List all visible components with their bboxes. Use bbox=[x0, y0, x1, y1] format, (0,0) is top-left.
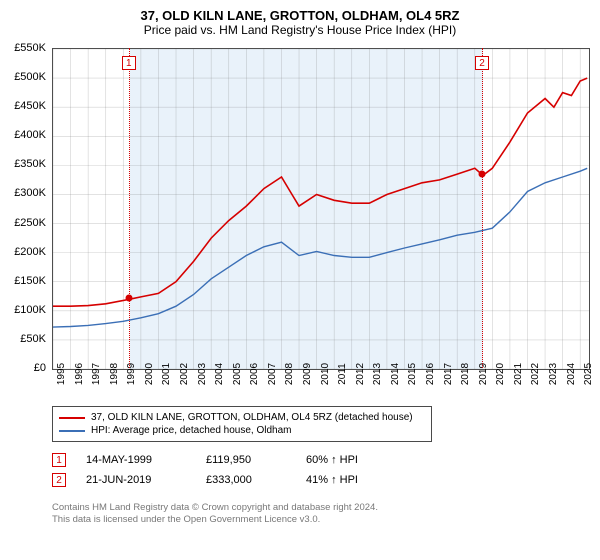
sale-marker-badge: 1 bbox=[122, 56, 136, 70]
legend-swatch bbox=[59, 417, 85, 419]
x-tick-label: 2018 bbox=[460, 363, 471, 385]
sale-marker-line bbox=[129, 48, 130, 368]
x-tick-label: 2025 bbox=[583, 363, 594, 385]
x-tick-label: 1996 bbox=[74, 363, 85, 385]
x-tick-label: 2022 bbox=[530, 363, 541, 385]
x-tick-label: 2021 bbox=[513, 363, 524, 385]
sale-price: £119,950 bbox=[206, 454, 286, 466]
footer-line-2: This data is licensed under the Open Gov… bbox=[52, 514, 378, 526]
sale-date: 21-JUN-2019 bbox=[86, 474, 186, 486]
y-tick-label: £250K bbox=[0, 217, 46, 229]
x-tick-label: 2023 bbox=[548, 363, 559, 385]
sale-price: £333,000 bbox=[206, 474, 286, 486]
x-tick-label: 1995 bbox=[56, 363, 67, 385]
sale-marker-line bbox=[482, 48, 483, 368]
x-tick-label: 2015 bbox=[407, 363, 418, 385]
chart-subtitle: Price paid vs. HM Land Registry's House … bbox=[0, 23, 600, 41]
x-tick-label: 2001 bbox=[161, 363, 172, 385]
x-tick-label: 2014 bbox=[390, 363, 401, 385]
legend-swatch bbox=[59, 430, 85, 432]
sale-row: 2 21-JUN-2019 £333,000 41% ↑ HPI bbox=[52, 470, 358, 490]
plot-svg bbox=[53, 49, 589, 369]
sale-row-badge: 2 bbox=[52, 473, 66, 487]
x-tick-label: 2000 bbox=[144, 363, 155, 385]
sale-pct-vs-hpi: 41% ↑ HPI bbox=[306, 474, 358, 486]
x-tick-label: 1997 bbox=[91, 363, 102, 385]
y-tick-label: £200K bbox=[0, 246, 46, 258]
x-tick-label: 2016 bbox=[425, 363, 436, 385]
y-tick-label: £350K bbox=[0, 158, 46, 170]
x-tick-label: 2007 bbox=[267, 363, 278, 385]
x-tick-label: 2019 bbox=[478, 363, 489, 385]
y-tick-label: £100K bbox=[0, 304, 46, 316]
footer-line-1: Contains HM Land Registry data © Crown c… bbox=[52, 502, 378, 514]
x-tick-label: 1998 bbox=[109, 363, 120, 385]
x-tick-label: 2009 bbox=[302, 363, 313, 385]
legend-item: HPI: Average price, detached house, Oldh… bbox=[59, 424, 425, 437]
x-tick-label: 2006 bbox=[249, 363, 260, 385]
plot-area bbox=[52, 48, 590, 370]
sales-table: 1 14-MAY-1999 £119,950 60% ↑ HPI 2 21-JUN-201… bbox=[52, 450, 358, 490]
x-tick-label: 2017 bbox=[443, 363, 454, 385]
sale-marker-dot bbox=[125, 295, 132, 302]
chart-title: 37, OLD KILN LANE, GROTTON, OLDHAM, OL4 … bbox=[0, 0, 600, 23]
y-tick-label: £400K bbox=[0, 129, 46, 141]
x-tick-label: 2005 bbox=[232, 363, 243, 385]
x-tick-label: 2004 bbox=[214, 363, 225, 385]
sale-row-badge: 1 bbox=[52, 453, 66, 467]
x-tick-label: 2010 bbox=[320, 363, 331, 385]
x-tick-label: 2002 bbox=[179, 363, 190, 385]
x-tick-label: 2013 bbox=[372, 363, 383, 385]
footer-attribution: Contains HM Land Registry data © Crown c… bbox=[52, 502, 378, 527]
legend: 37, OLD KILN LANE, GROTTON, OLDHAM, OL4 … bbox=[52, 406, 432, 442]
legend-label: 37, OLD KILN LANE, GROTTON, OLDHAM, OL4 … bbox=[91, 412, 413, 423]
chart-container: 37, OLD KILN LANE, GROTTON, OLDHAM, OL4 … bbox=[0, 0, 600, 560]
x-tick-label: 2008 bbox=[284, 363, 295, 385]
y-tick-label: £300K bbox=[0, 187, 46, 199]
x-tick-label: 2003 bbox=[197, 363, 208, 385]
sale-marker-dot bbox=[479, 171, 486, 178]
y-tick-label: £450K bbox=[0, 100, 46, 112]
legend-label: HPI: Average price, detached house, Oldh… bbox=[91, 425, 292, 436]
x-tick-label: 2011 bbox=[337, 363, 348, 385]
legend-item: 37, OLD KILN LANE, GROTTON, OLDHAM, OL4 … bbox=[59, 411, 425, 424]
y-tick-label: £150K bbox=[0, 275, 46, 287]
sale-pct-vs-hpi: 60% ↑ HPI bbox=[306, 454, 358, 466]
sale-date: 14-MAY-1999 bbox=[86, 454, 186, 466]
y-tick-label: £550K bbox=[0, 42, 46, 54]
y-tick-label: £500K bbox=[0, 71, 46, 83]
y-tick-label: £0 bbox=[0, 362, 46, 374]
sale-marker-badge: 2 bbox=[475, 56, 489, 70]
y-tick-label: £50K bbox=[0, 333, 46, 345]
x-tick-label: 2012 bbox=[355, 363, 366, 385]
x-tick-label: 2024 bbox=[566, 363, 577, 385]
sale-row: 1 14-MAY-1999 £119,950 60% ↑ HPI bbox=[52, 450, 358, 470]
x-tick-label: 2020 bbox=[495, 363, 506, 385]
